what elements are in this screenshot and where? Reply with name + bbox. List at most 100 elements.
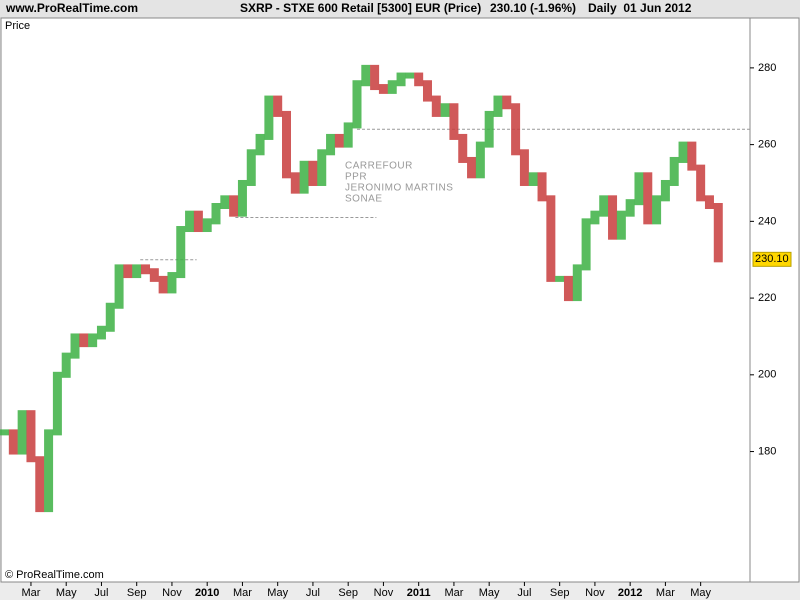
price-bar xyxy=(79,333,89,348)
price-bar xyxy=(96,325,106,340)
price-bar xyxy=(511,103,521,156)
price-bar xyxy=(405,72,415,79)
site-name[interactable]: www.ProRealTime.com xyxy=(5,1,138,15)
price-bar xyxy=(528,172,538,186)
x-tick-label: Mar xyxy=(233,587,252,599)
price-bar xyxy=(70,333,80,359)
price-bar xyxy=(387,80,397,94)
price-bar xyxy=(0,429,10,436)
price-bar xyxy=(317,149,327,186)
price-bar xyxy=(88,333,98,348)
price-bar xyxy=(105,302,115,332)
price-bar xyxy=(361,64,371,87)
price-bar xyxy=(378,84,388,94)
x-tick-label: 2011 xyxy=(407,587,431,599)
price-bar xyxy=(114,264,124,309)
x-tick-label: Nov xyxy=(585,587,605,599)
price-bar xyxy=(290,172,300,194)
x-tick-label: Mar xyxy=(444,587,463,599)
annotation: PPR xyxy=(345,172,367,183)
price-bar xyxy=(273,95,283,117)
price-bar xyxy=(299,160,309,194)
price-bar xyxy=(414,72,424,87)
price-bar xyxy=(704,195,714,209)
price-bar xyxy=(141,264,151,275)
price-bar xyxy=(484,110,494,148)
copyright: © ProRealTime.com xyxy=(5,569,104,581)
price-bar xyxy=(26,410,36,463)
x-tick-label: Nov xyxy=(374,587,394,599)
price-bar xyxy=(149,268,159,282)
x-tick-label: 2010 xyxy=(195,587,219,599)
chart-title: SXRP - STXE 600 Retail [5300] EUR (Price… xyxy=(240,1,481,15)
price-bar xyxy=(237,179,247,217)
price-bar xyxy=(343,122,353,148)
price-bar xyxy=(660,179,670,202)
x-tick-label: Sep xyxy=(127,587,147,599)
price-bar xyxy=(475,141,485,179)
price-bar xyxy=(616,210,626,240)
price-bar xyxy=(123,264,133,279)
price-bar xyxy=(202,218,212,233)
price-bar xyxy=(431,95,441,117)
price-bar xyxy=(132,264,142,279)
price-bar xyxy=(537,172,547,202)
y-tick-label: 260 xyxy=(758,139,776,151)
price-bar xyxy=(220,195,230,209)
price-bar xyxy=(634,172,644,206)
price-bar xyxy=(669,156,679,186)
price-bar xyxy=(185,210,195,233)
price-bar xyxy=(608,195,618,240)
x-tick-label: May xyxy=(479,587,500,599)
price-bar xyxy=(44,429,54,513)
price-bar xyxy=(282,110,292,179)
price-bar xyxy=(17,410,27,455)
y-tick-label: 200 xyxy=(758,369,776,381)
price-bar xyxy=(352,80,362,129)
annotation: SONAE xyxy=(345,194,383,205)
price-bar xyxy=(334,133,344,148)
price-bar xyxy=(308,160,318,186)
x-tick-label: 2012 xyxy=(618,587,642,599)
price-bar xyxy=(229,195,239,217)
price-bar xyxy=(176,226,186,279)
x-tick-label: May xyxy=(56,587,77,599)
price-bar xyxy=(590,210,600,225)
price-bar xyxy=(493,95,503,117)
price-bar xyxy=(370,64,380,91)
header-bar xyxy=(0,0,800,18)
price-bar xyxy=(696,164,706,202)
price-bar xyxy=(193,210,203,233)
price-bar xyxy=(546,195,556,282)
annotation: JERONIMO MARTINS xyxy=(345,183,453,194)
price-bar xyxy=(158,275,168,294)
y-tick-label: 240 xyxy=(758,215,776,227)
price-bar xyxy=(255,133,265,156)
x-tick-label: Sep xyxy=(338,587,358,599)
price-bar xyxy=(502,95,512,110)
price-bar xyxy=(458,133,468,163)
price-bar xyxy=(599,195,609,217)
quote: 230.10 (-1.96%) xyxy=(490,1,576,15)
x-tick-label: Jul xyxy=(306,587,320,599)
price-bar xyxy=(572,264,582,302)
price-bar xyxy=(713,203,723,263)
price-bar xyxy=(555,275,565,282)
last-price-box xyxy=(752,251,792,267)
price-bar xyxy=(211,203,221,225)
price-bar xyxy=(678,141,688,163)
panel-label: Price xyxy=(5,20,30,32)
x-tick-label: Jul xyxy=(94,587,108,599)
x-tick-label: May xyxy=(690,587,711,599)
price-bar xyxy=(625,199,635,217)
x-tick-label: Mar xyxy=(656,587,675,599)
price-bar xyxy=(52,371,62,436)
last-price-label: 230.10 xyxy=(755,253,789,265)
price-bar xyxy=(687,141,697,171)
x-tick-label: Sep xyxy=(550,587,570,599)
plot-area xyxy=(0,17,751,583)
price-bar xyxy=(246,149,256,186)
price-bar xyxy=(563,275,573,302)
